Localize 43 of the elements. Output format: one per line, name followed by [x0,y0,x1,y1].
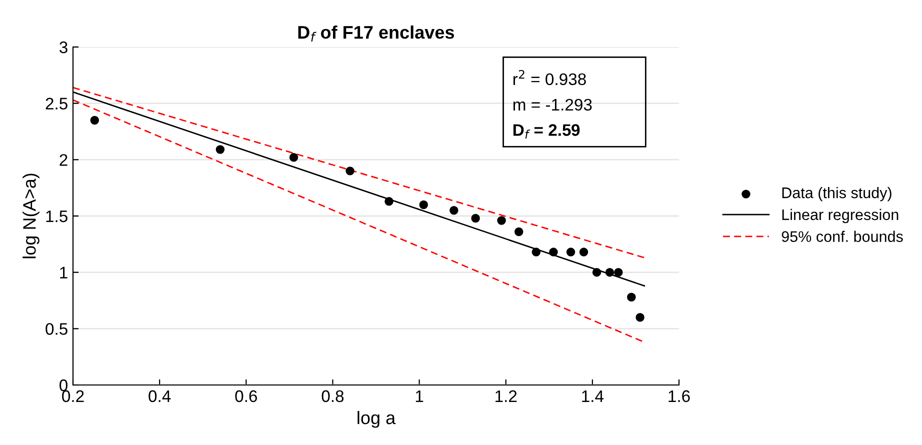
x-axis-title: log a [358,410,396,428]
chart-title: D$_{f}$ of F17 enclaves [298,25,454,42]
x-tick-label: 1 [416,390,424,402]
point [614,268,623,277]
point [216,145,225,154]
point [579,248,588,256]
annotation: D$_{f}$ = 2.59 [513,124,580,139]
point [289,153,298,162]
annotation: r$^{2}$ = 0.938 [513,70,586,86]
y-tick-label: 1.5 [46,210,68,222]
point [605,268,614,277]
legend-label: Data (this study) [782,187,892,202]
y-tick-label: 2.5 [46,98,68,110]
point [90,116,100,125]
x-tick-label: 0.2 [62,390,84,402]
point [471,214,480,223]
point [497,216,506,225]
legend-label: Linear regression [782,208,898,224]
y-tick-label: 1 [60,266,68,278]
x-tick-label: 0.6 [235,390,257,402]
legend-label: 95% conf. bounds [782,230,903,242]
point [346,166,354,176]
point [419,200,428,210]
y-tick-label: 3 [60,41,68,54]
y-axis-title: log N(A>a) [22,174,40,258]
y-tick-label: 0.5 [46,323,68,335]
x-tick-label: 1.4 [582,390,604,402]
y-tick-label: 0 [60,379,68,392]
y-tick-label: 2 [60,154,68,166]
point [592,268,602,277]
x-tick-label: 1.2 [496,390,517,402]
point [549,248,558,256]
annotation: m = -1.293 [513,98,592,111]
point [450,206,458,215]
point [532,248,541,256]
x-tick-label: 1.6 [668,390,690,402]
point [566,248,576,256]
x-tick-label: 0.8 [322,390,344,402]
point [514,227,524,236]
x-tick-label: 0.4 [148,390,171,402]
point [636,313,644,322]
point [384,196,394,206]
point [627,292,636,302]
